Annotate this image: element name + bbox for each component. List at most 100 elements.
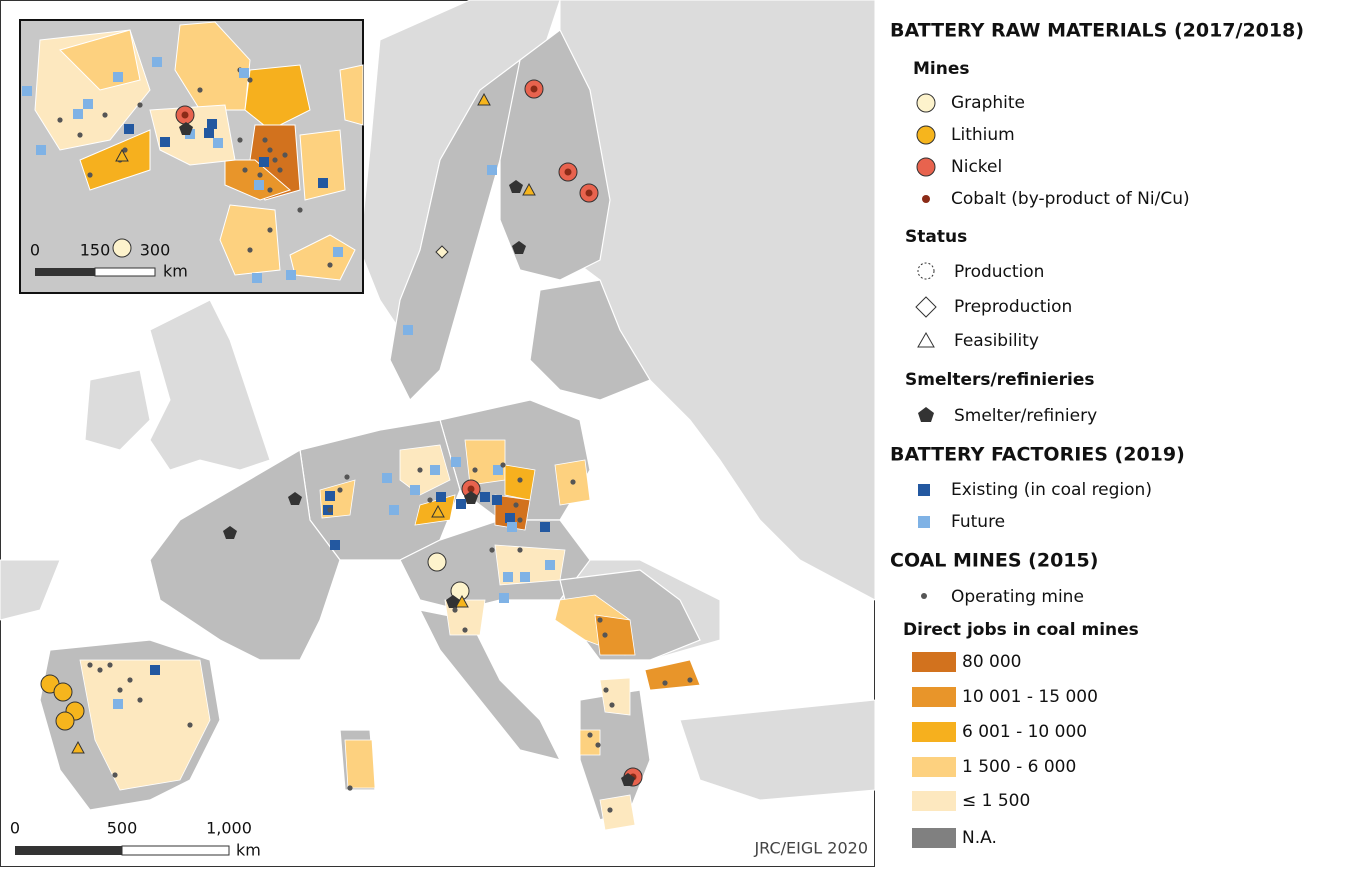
map-marker (325, 491, 335, 501)
map-marker (97, 667, 103, 673)
map-marker (347, 785, 353, 791)
legend-heading: BATTERY FACTORIES (2019) (890, 444, 1185, 466)
map-marker (452, 607, 458, 613)
map-marker (517, 547, 523, 553)
scale-label: 500 (107, 819, 138, 838)
map-marker (333, 247, 343, 257)
inset-scale-label: 150 (80, 241, 111, 260)
map-marker (435, 245, 449, 259)
map-marker (492, 495, 502, 505)
map-marker (455, 594, 469, 608)
map-marker (297, 207, 303, 213)
map-marker (179, 122, 193, 135)
map-marker (517, 517, 523, 523)
map-marker (540, 522, 550, 532)
map-marker (427, 552, 447, 572)
map-marker (286, 270, 296, 280)
map-marker (587, 732, 593, 738)
map-marker (597, 617, 603, 623)
map-marker (137, 102, 143, 108)
map-marker (487, 165, 497, 175)
legend-item: ≤ 1 500 (962, 791, 1030, 811)
map-marker (87, 172, 93, 178)
map-marker (570, 479, 576, 485)
map-marker (267, 147, 273, 153)
map-marker (477, 92, 491, 106)
map-marker (83, 99, 93, 109)
map-marker (115, 148, 129, 162)
scale-label: 0 (10, 819, 20, 838)
map-marker (22, 86, 32, 96)
map-marker (417, 467, 423, 473)
main-map: 0 150 300 km 0 500 1,000 km JRC/EIGL 202… (0, 0, 876, 867)
map-marker (607, 807, 613, 813)
legend-item: Graphite (951, 93, 1025, 113)
map-marker (337, 487, 343, 493)
map-marker (493, 465, 503, 475)
map-marker (467, 485, 475, 493)
map-marker (87, 662, 93, 668)
map-marker (160, 137, 170, 147)
legend-heading: Mines (913, 59, 970, 79)
map-marker (327, 262, 333, 268)
map-marker (513, 502, 519, 508)
map-marker (127, 677, 133, 683)
map-marker (254, 180, 264, 190)
map-marker (318, 178, 328, 188)
map-marker (107, 662, 113, 668)
map-marker (204, 128, 214, 138)
legend-item: Future (951, 512, 1005, 532)
legend-item: Existing (in coal region) (951, 480, 1152, 500)
legend-heading: Direct jobs in coal mines (903, 620, 1139, 640)
map-marker (456, 499, 466, 509)
map-marker (530, 85, 538, 93)
map-marker (73, 109, 83, 119)
map-marker (621, 773, 635, 786)
scale-label: 1,000 (206, 819, 252, 838)
map-marker (451, 457, 461, 467)
map-marker (464, 491, 478, 504)
map-marker (242, 167, 248, 173)
map-marker (430, 465, 440, 475)
credit: JRC/EIGL 2020 (753, 839, 868, 858)
legend-heading: Smelters/refinieries (905, 370, 1095, 390)
legend: BATTERY RAW MATERIALS (2017/2018) Mines … (890, 20, 1304, 848)
legend-item: Feasibility (954, 331, 1039, 351)
map-marker (113, 72, 123, 82)
map-marker (344, 474, 350, 480)
map-marker (410, 485, 420, 495)
map-marker (150, 665, 160, 675)
map-marker (187, 722, 193, 728)
map-marker (462, 627, 468, 633)
scale-unit: km (236, 841, 261, 860)
legend-item: 6 001 - 10 000 (962, 722, 1087, 742)
map-marker (239, 68, 249, 78)
legend-item: Operating mine (951, 587, 1084, 607)
map-marker (252, 273, 262, 283)
map-marker (687, 677, 693, 683)
map-marker (403, 325, 413, 335)
map-marker (472, 467, 478, 473)
inset-scale-label: 300 (140, 241, 171, 260)
map-marker (505, 513, 515, 523)
map-marker (520, 572, 530, 582)
map-marker (662, 680, 668, 686)
map-marker (446, 595, 460, 608)
legend-item: Smelter/refiniery (954, 406, 1097, 426)
legend-item: Preproduction (954, 297, 1072, 317)
map-marker (257, 172, 263, 178)
map-marker (431, 504, 445, 518)
map-marker (53, 682, 73, 702)
legend-item: 1 500 - 6 000 (962, 757, 1076, 777)
map-marker (480, 492, 490, 502)
legend-item: Lithium (951, 125, 1015, 145)
map-marker (609, 702, 615, 708)
map-marker (382, 473, 392, 483)
inset-scale-unit: km (163, 262, 188, 281)
map-marker (282, 152, 288, 158)
map-marker (267, 227, 273, 233)
map-marker (223, 526, 237, 539)
map-marker (207, 119, 217, 129)
map-marker (564, 168, 572, 176)
